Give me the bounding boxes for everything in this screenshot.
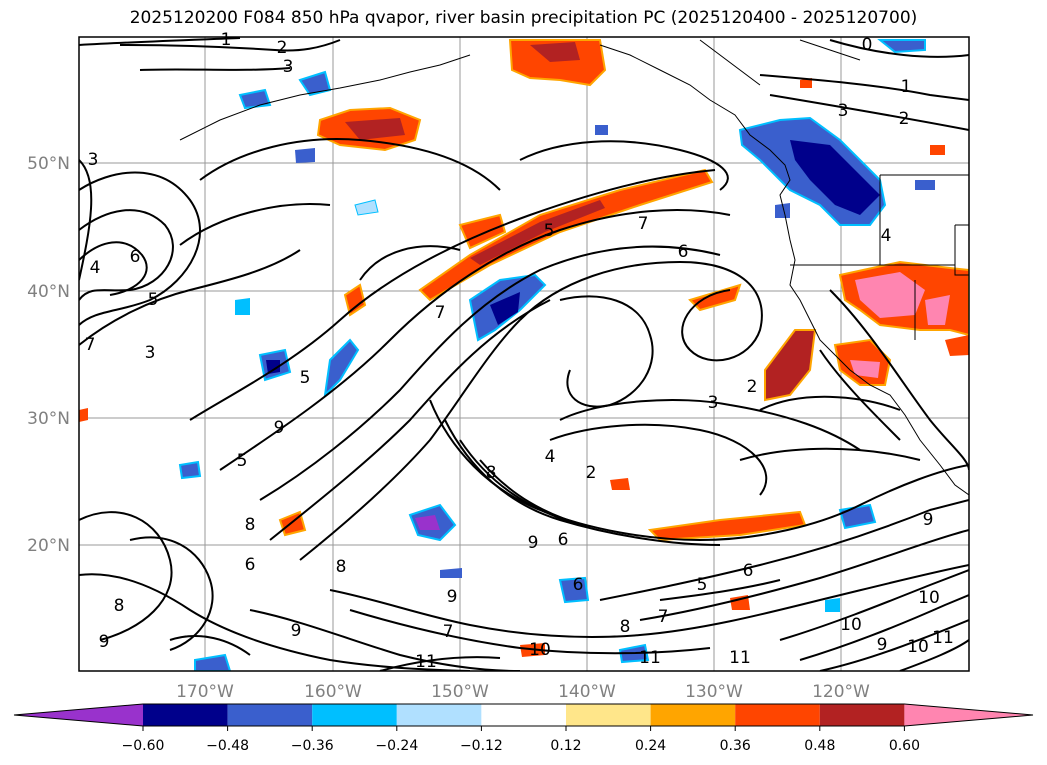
contour-label: 6	[743, 561, 754, 581]
contour-label: 4	[545, 447, 556, 467]
contour-label: 8	[336, 557, 347, 577]
contour-label: 7	[435, 303, 446, 323]
lon-label-160w: 160°W	[304, 682, 362, 702]
contour-label: 10	[918, 588, 940, 608]
lat-label-30n: 30°N	[27, 409, 70, 429]
contour-label: 9	[528, 533, 539, 553]
colorbar-tick-label: −0.60	[122, 738, 165, 754]
longitude-axis: 170°W 160°W 150°W 140°W 130°W 120°W	[176, 682, 870, 702]
precip-positive-regions	[79, 39, 969, 657]
contour-label: 10	[529, 640, 551, 660]
contour-label: 11	[415, 652, 437, 672]
colorbar-tick-label: 0.60	[889, 738, 920, 754]
contour-label: 6	[130, 247, 141, 267]
colorbar-tick-label: −0.48	[206, 738, 249, 754]
colorbar-segment	[312, 704, 397, 726]
colorbar-segment	[227, 704, 313, 726]
colorbar-tick-label: 0.48	[804, 738, 835, 754]
colorbar-tick-label: −0.12	[460, 738, 503, 754]
contour-label: 11	[729, 648, 751, 668]
colorbar-extend-max	[904, 704, 1033, 726]
contour-label: 9	[291, 621, 302, 641]
contour-label: 3	[283, 57, 294, 77]
contour-label: 7	[85, 335, 96, 355]
contour-label: 5	[237, 451, 248, 471]
colorbar-segment	[481, 704, 566, 726]
contour-label: 9	[274, 418, 285, 438]
contour-label: 3	[88, 150, 99, 170]
colorbar-extend-min	[14, 704, 143, 726]
contour-label: 6	[558, 530, 569, 550]
map-background	[79, 37, 969, 671]
contour-label: 1	[221, 30, 232, 50]
contour-label: 9	[923, 510, 934, 530]
lon-label-130w: 130°W	[685, 682, 743, 702]
contour-label: 3	[838, 101, 849, 121]
contour-label: 8	[245, 515, 256, 535]
colorbar-segment	[396, 704, 482, 726]
lon-label-140w: 140°W	[558, 682, 616, 702]
lon-label-170w: 170°W	[176, 682, 234, 702]
coastlines	[179, 39, 969, 496]
contour-label: 11	[639, 648, 661, 668]
contour-label: 4	[90, 258, 101, 278]
contour-label: 4	[881, 226, 892, 246]
contour-label: 3	[145, 343, 156, 363]
contour-label: 6	[245, 555, 256, 575]
colorbar-tick-label: 0.24	[635, 738, 666, 754]
colorbar-segment	[650, 704, 736, 726]
lat-label-20n: 20°N	[27, 536, 70, 556]
colorbar: −0.60 −0.48 −0.36 −0.24 −0.12 0.12 0.24 …	[13, 703, 1034, 754]
contour-label: 3	[708, 393, 719, 413]
lon-label-150w: 150°W	[431, 682, 489, 702]
contour-label: 2	[899, 109, 910, 129]
contour-label: 5	[148, 290, 159, 310]
contour-label: 10	[840, 615, 862, 635]
lon-label-120w: 120°W	[812, 682, 870, 702]
contour-label: 5	[697, 575, 708, 595]
contour-label: 6	[678, 242, 689, 262]
contour-label: 5	[544, 221, 555, 241]
map-title: 2025120200 F084 850 hPa qvapor, river ba…	[129, 8, 918, 28]
contour-label: 8	[114, 596, 125, 616]
map-frame	[78, 36, 970, 672]
contour-label: 5	[300, 368, 311, 388]
contour-label: 8	[486, 463, 497, 483]
contour-label: 8	[620, 617, 631, 637]
lat-label-50n: 50°N	[27, 154, 70, 174]
lat-label-40n: 40°N	[27, 282, 70, 302]
contour-label: 9	[99, 632, 110, 652]
colorbar-segment	[819, 704, 905, 726]
contour-label: 9	[877, 635, 888, 655]
contour-label: 7	[658, 607, 669, 627]
contour-label: 2	[747, 377, 758, 397]
colorbar-tick-marks	[142, 726, 905, 731]
qvapor-contours	[79, 37, 969, 671]
colorbar-tick-label: 0.12	[550, 738, 581, 754]
contour-label: 9	[447, 587, 458, 607]
contour-label: 0	[862, 35, 873, 55]
colorbar-segment	[735, 704, 820, 726]
contour-label: 10	[907, 637, 929, 657]
contour-label: 1	[901, 77, 912, 97]
contour-label: 7	[443, 622, 454, 642]
contour-label: 7	[638, 214, 649, 234]
colorbar-segment	[143, 704, 228, 726]
colorbar-tick-label: −0.24	[375, 738, 418, 754]
latitude-axis: 50°N 40°N 30°N 20°N	[27, 154, 70, 556]
contour-label: 6	[573, 575, 584, 595]
contour-label: 11	[932, 628, 954, 648]
contour-label: 2	[277, 38, 288, 58]
colorbar-tick-label: 0.36	[720, 738, 751, 754]
contour-label: 2	[586, 463, 597, 483]
colorbar-segment	[566, 704, 651, 726]
colorbar-tick-label: −0.36	[291, 738, 334, 754]
